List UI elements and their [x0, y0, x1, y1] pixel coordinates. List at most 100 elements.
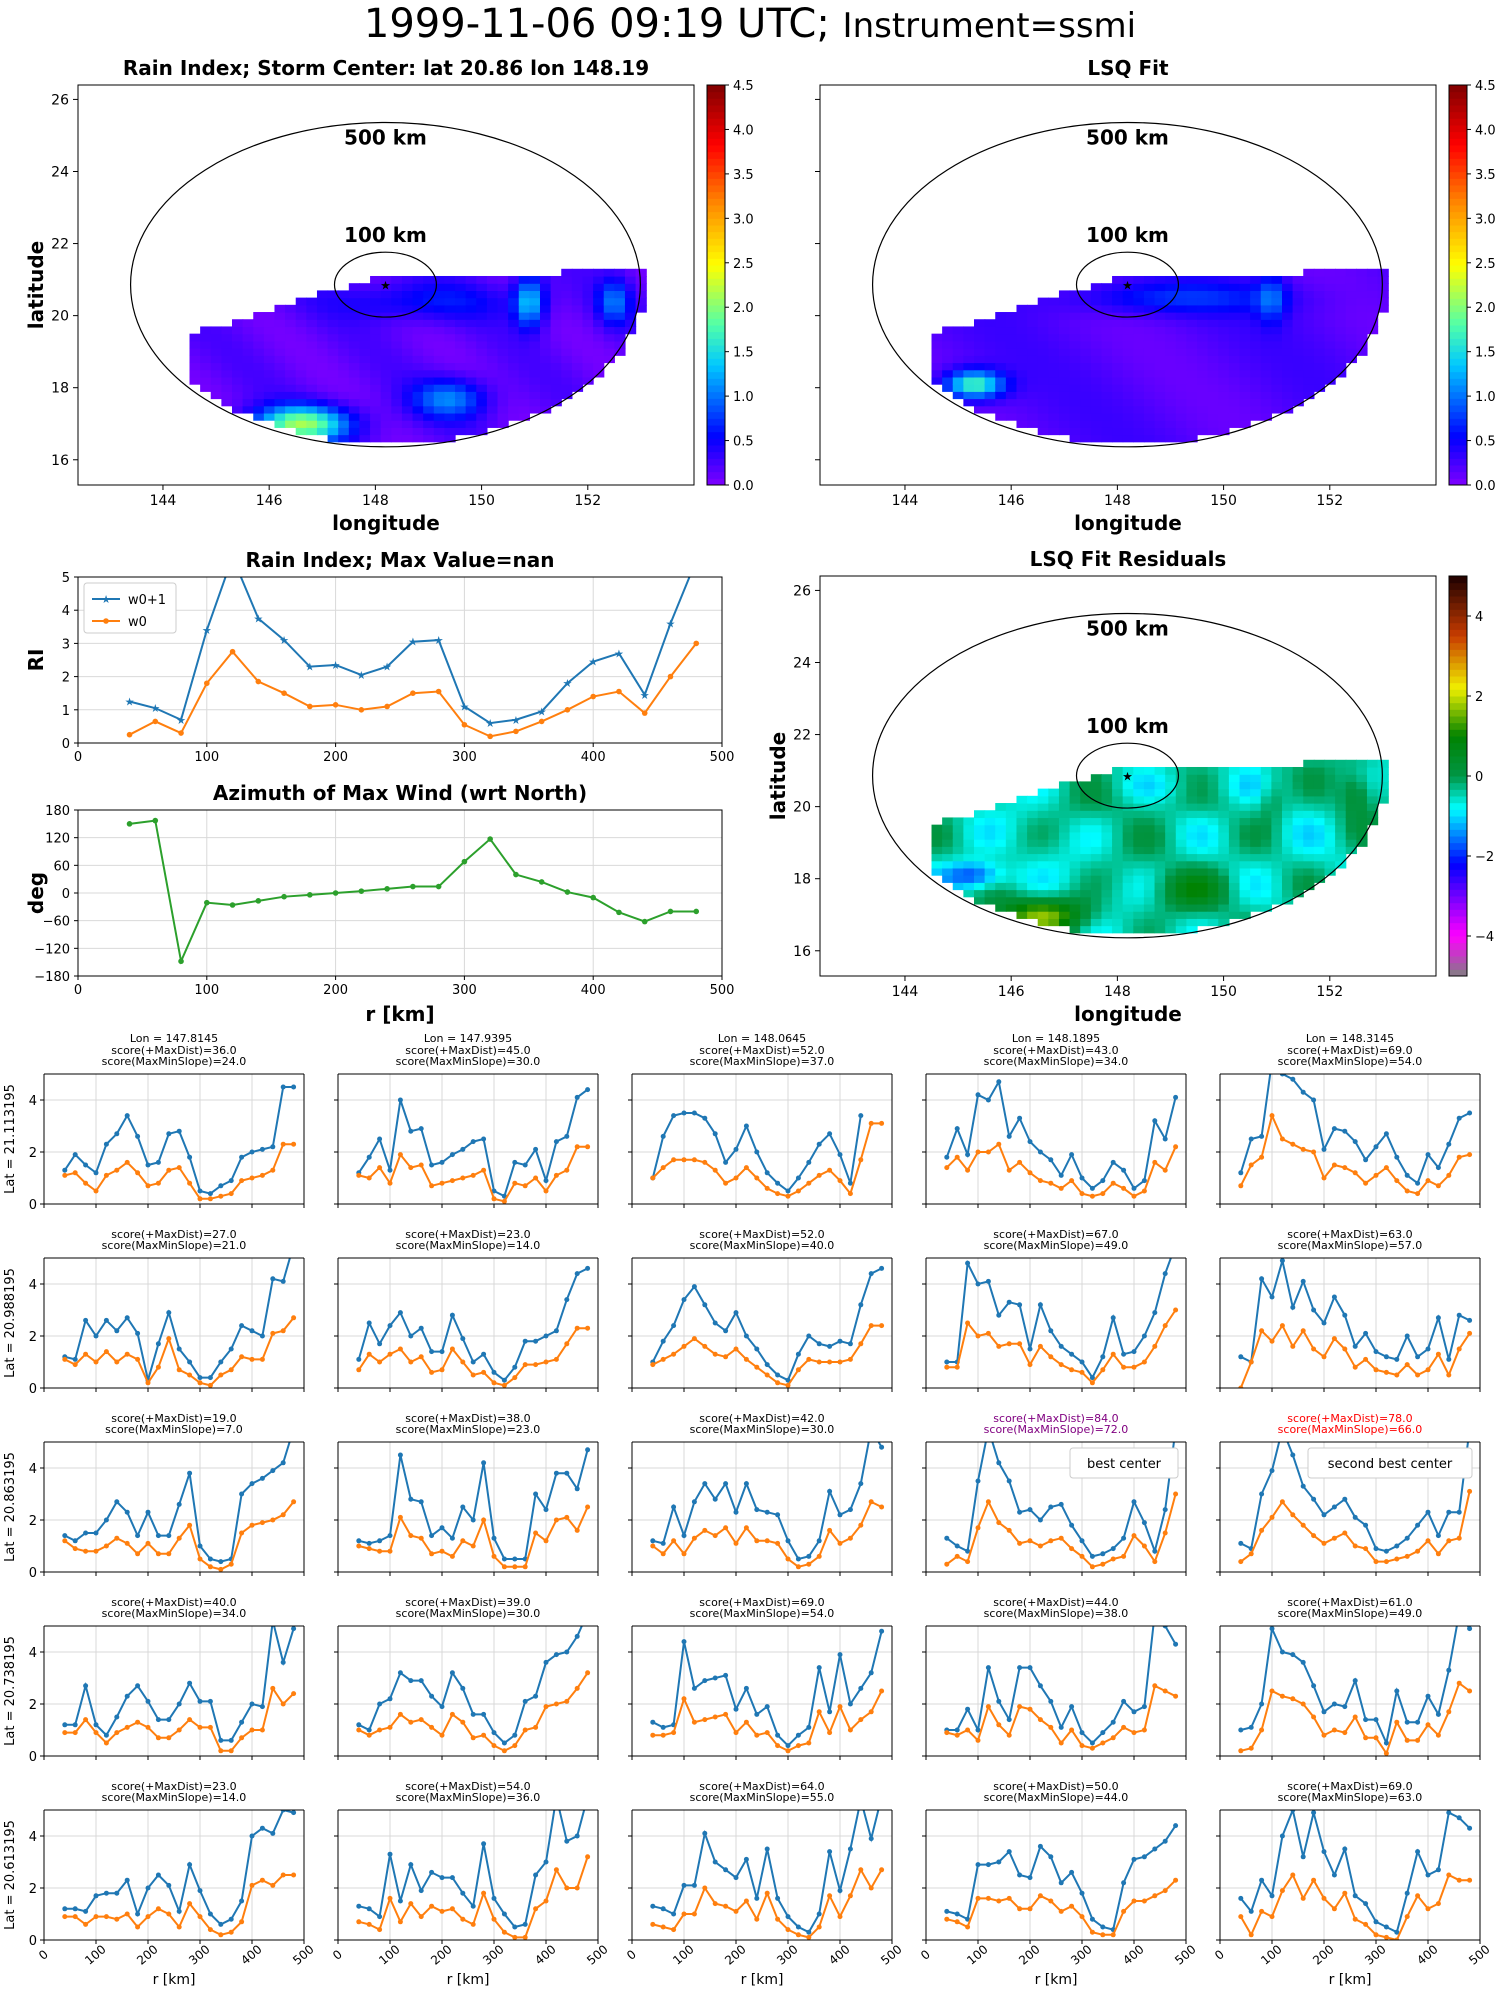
- swath-cell: [242, 333, 254, 342]
- swath-cell: [1133, 369, 1145, 378]
- swath-cell: [984, 896, 996, 905]
- y-tick-label: 22: [51, 237, 69, 253]
- swath-cell: [295, 384, 307, 392]
- profile-point: [1079, 1890, 1085, 1896]
- panel-score-maxdist: score(+MaxDist)=43.0: [993, 1044, 1118, 1057]
- swath-cell: [348, 304, 361, 313]
- swath-cell: [635, 304, 647, 313]
- profile-point: [291, 1243, 296, 1248]
- profile-point: [1259, 1276, 1265, 1282]
- profile-point: [1363, 1546, 1369, 1552]
- panel-score-slope: score(MaxMinSlope)=24.0: [102, 1055, 247, 1068]
- colorbar-band: [1449, 889, 1467, 897]
- profile-point: [691, 1882, 697, 1888]
- swath-cell: [1197, 304, 1209, 313]
- profile-point: [408, 1901, 414, 1907]
- profile-line: [652, 1690, 883, 1752]
- profile-point: [837, 1152, 843, 1158]
- swath-cell: [1324, 333, 1336, 342]
- swath-cell: [508, 290, 520, 299]
- swath-cell: [1324, 369, 1336, 378]
- profile-point: [1027, 1538, 1033, 1544]
- swath-cell: [401, 405, 414, 414]
- swath-cell: [274, 319, 286, 328]
- swath-cell: [1218, 817, 1230, 826]
- swath-cell: [593, 340, 605, 349]
- swath-cell: [1313, 297, 1326, 306]
- swath-cell: [1080, 312, 1092, 320]
- swath-cell: [1207, 774, 1219, 783]
- profile-panel: [334, 1441, 599, 1576]
- profile-point: [176, 1924, 182, 1930]
- swath-cell: [1016, 810, 1028, 819]
- swath-cell: [380, 412, 392, 421]
- swath-cell: [1260, 903, 1272, 912]
- swath-cell: [1356, 275, 1368, 284]
- profile-point: [1300, 1659, 1306, 1665]
- swath-cell: [995, 348, 1007, 356]
- swath-cell: [1271, 326, 1283, 335]
- swath-cell: [1048, 412, 1060, 421]
- swath-cell: [1228, 283, 1241, 292]
- swath-cell: [359, 340, 371, 349]
- swath-cell: [391, 384, 403, 392]
- profile-point: [585, 1611, 590, 1616]
- x-tick-label: 0: [624, 1947, 639, 1963]
- swath-cell: [1260, 766, 1272, 775]
- swath-cell: [242, 369, 254, 378]
- profile-point: [1311, 1714, 1317, 1720]
- swath-cell: [1175, 297, 1188, 306]
- swath-cell: [1356, 831, 1368, 840]
- swath-cell: [508, 384, 520, 392]
- swath-cell: [412, 391, 424, 400]
- swath-cell: [1143, 391, 1156, 400]
- swath-cell: [401, 391, 414, 400]
- data-point: ★: [666, 617, 676, 630]
- swath-cell: [359, 412, 371, 421]
- swath-cell: [550, 355, 562, 364]
- swath-cell: [476, 312, 488, 320]
- swath-cell: [1112, 319, 1124, 328]
- swath-cell: [1037, 903, 1049, 912]
- swath-cell: [1037, 831, 1049, 840]
- colorbar-band: [1449, 111, 1467, 119]
- profile-point: [249, 1149, 255, 1155]
- profile-point: [1363, 1356, 1369, 1362]
- colorbar-band: [1449, 311, 1467, 319]
- swath-cell: [1186, 312, 1198, 320]
- swath-cell: [1218, 412, 1230, 421]
- profile-point: [439, 1704, 445, 1710]
- colorbar-band: [1449, 131, 1467, 139]
- swath-cell: [1197, 788, 1209, 797]
- swath-cell: [1335, 340, 1347, 349]
- profile-line: [1240, 1442, 1469, 1553]
- colorbar-band: [707, 318, 725, 326]
- profile-point: [155, 1872, 161, 1878]
- swath-cell: [984, 398, 996, 407]
- profile-point: [1373, 1546, 1379, 1552]
- swath-cell: [1069, 326, 1081, 335]
- swath-cell: [263, 348, 276, 356]
- swath-cell: [1165, 875, 1177, 883]
- swath-cell: [550, 275, 562, 284]
- colorbar-band: [707, 85, 725, 93]
- profile-point: [1006, 1527, 1012, 1533]
- swath-cell: [316, 376, 329, 385]
- profile-point: [1259, 1491, 1265, 1497]
- swath-cell: [1335, 831, 1347, 840]
- profile-point: [847, 1846, 853, 1852]
- swath-cell: [380, 362, 392, 371]
- swath-cell: [1303, 766, 1315, 775]
- swath-cell: [455, 340, 467, 349]
- colorbar-band: [1449, 391, 1467, 399]
- profile-point: [83, 1180, 89, 1186]
- profile-line: [1239, 1872, 1470, 1940]
- profile-point: [1435, 1351, 1441, 1357]
- profile-point: [1100, 1561, 1106, 1567]
- colorbar-tick-label: 1.5: [733, 346, 754, 361]
- swath-cell: [963, 384, 975, 392]
- profile-point: [775, 1372, 781, 1378]
- profile-point: [522, 1564, 528, 1570]
- swath-cell: [1228, 875, 1241, 883]
- profile-point: [1152, 1343, 1158, 1349]
